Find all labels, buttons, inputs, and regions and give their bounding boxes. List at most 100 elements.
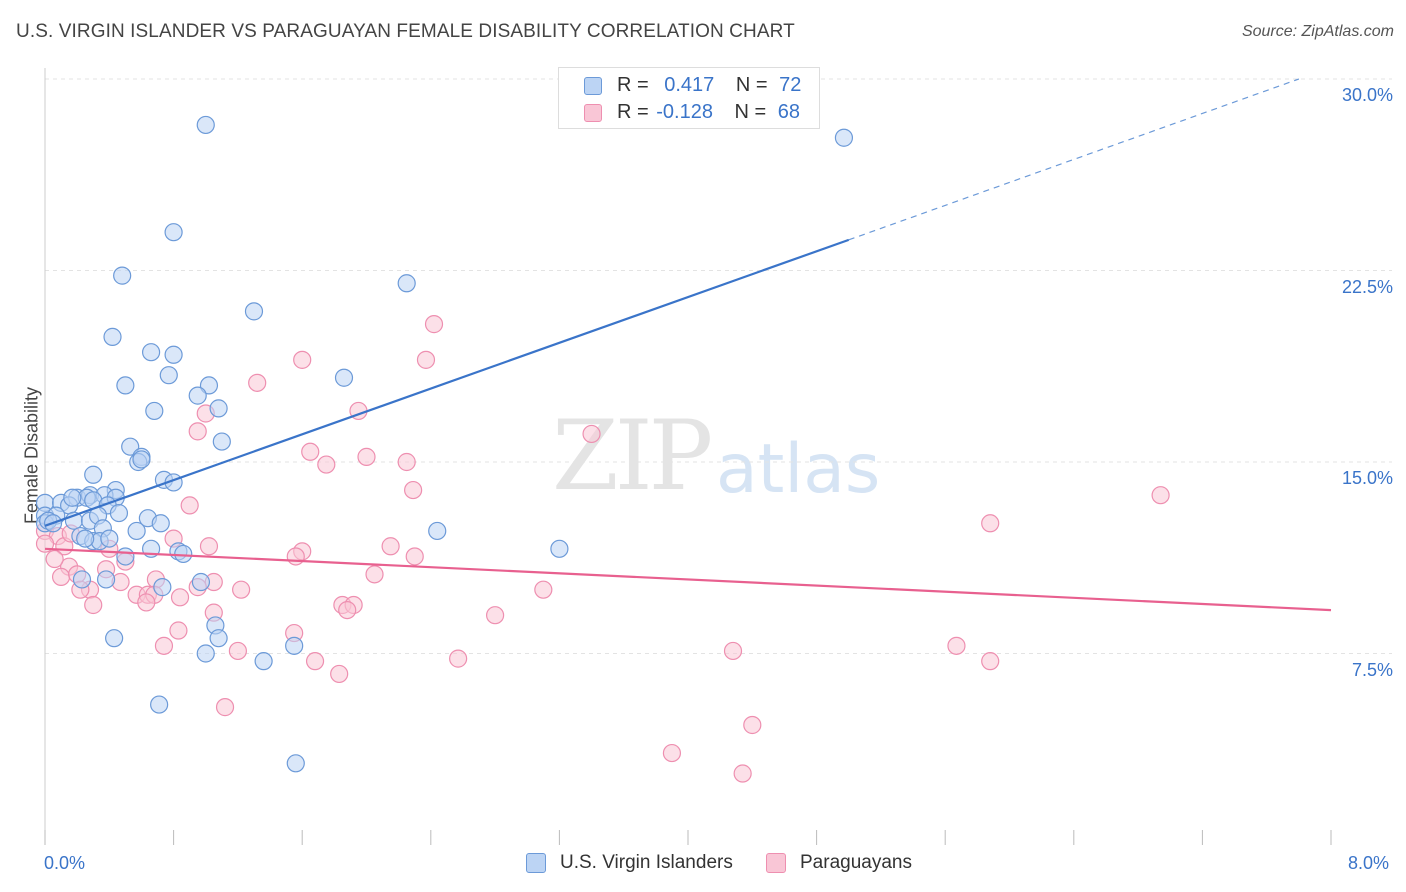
virgin-islander-point (397, 274, 416, 293)
paraguayan-point (405, 547, 424, 566)
paraguayan-point (743, 715, 762, 735)
legend-r-label: R = (617, 74, 649, 96)
legend-r-label: R = (617, 101, 649, 123)
x-tick-min: 0.0% (44, 853, 86, 873)
axes (44, 68, 1332, 845)
virgin-islander-point (196, 115, 215, 135)
paraguayan-point (1151, 486, 1170, 505)
virgin-islander-point (285, 636, 304, 655)
legend-series-name: Paraguayans (800, 852, 912, 873)
paraguayan-point (169, 621, 188, 640)
watermark-atlas: atlas (716, 430, 881, 509)
virgin-islander-point (196, 644, 215, 663)
legend-n-value: 68 (777, 101, 801, 123)
virgin-islander-point (76, 529, 95, 548)
virgin-islander-point (199, 376, 219, 395)
virgin-islander-point (132, 450, 151, 469)
virgin-islander-point (244, 302, 264, 321)
paraguayan-point (424, 315, 444, 334)
virgin-islander-point (153, 578, 172, 597)
virgin-islander-point (63, 488, 82, 507)
y-tick-label: 30.0% (1341, 85, 1393, 105)
paraguayan-point (293, 350, 312, 369)
paraguayan-point (416, 350, 436, 369)
paraguayan-point (534, 580, 553, 599)
paraguayan-point (286, 547, 305, 566)
virgin-islander-point (100, 529, 119, 548)
correlation-legend: R = 0.417 N = 72 R = -0.128 N = 68 (558, 67, 820, 129)
legend-swatch-blue (584, 77, 602, 95)
paraguayan-point (154, 636, 174, 655)
virgin-islander-point (127, 521, 146, 541)
legend-n-label: N = (734, 101, 767, 123)
virgin-islander-point (116, 547, 135, 566)
virgin-islander-point (159, 366, 178, 385)
paraguayan-point (84, 595, 103, 615)
virgin-islander-point (96, 570, 116, 589)
y-tick-label: 15.0% (1341, 468, 1393, 488)
paraguayan-point (582, 424, 601, 444)
trend-lines (44, 78, 1332, 612)
paraguayan-point (397, 452, 416, 472)
paraguayan-point (317, 455, 336, 474)
virgin-islander-point (145, 401, 164, 421)
source-credit: Source: ZipAtlas.com (1241, 23, 1394, 40)
paraguayan-point (188, 422, 207, 441)
virgin-islander-point (209, 399, 228, 418)
virgin-islander-point (212, 432, 231, 451)
virgin-islanders-trend-extension (848, 78, 1300, 241)
paraguayan-point (365, 565, 384, 584)
virgin-islander-point (164, 345, 183, 364)
virgin-islander-point (121, 437, 140, 456)
paraguayan-point (305, 652, 325, 671)
virgin-islander-point (151, 514, 170, 533)
virgin-islander-point (188, 386, 207, 405)
paraguayan-point (981, 652, 1000, 671)
paraguayan-point (180, 496, 199, 515)
virgin-islander-point (116, 376, 135, 395)
virgin-islander-point (254, 652, 273, 671)
y-tick-label: 22.5% (1341, 276, 1393, 297)
x-tick-max: 8.0% (1348, 853, 1390, 873)
virgin-islander-point (84, 465, 103, 484)
paraguayan-point (486, 606, 505, 625)
paraguayan-point (301, 442, 320, 461)
virgin-islander-point (334, 368, 354, 387)
paraguayan-point (404, 480, 423, 500)
chart-title: U.S. VIRGIN ISLANDER VS PARAGUAYAN FEMAL… (16, 21, 795, 42)
paraguayan-point (45, 549, 64, 569)
virgin-islander-point (105, 629, 124, 648)
virgin-islander-point (209, 629, 228, 648)
watermark-zip: ZIP (552, 400, 713, 512)
legend-n-value: 72 (779, 74, 802, 96)
legend-swatch-pink (766, 853, 786, 873)
paraguayan-point (248, 373, 267, 392)
paraguayan-point (947, 636, 966, 655)
virgin-islander-point (109, 503, 129, 523)
legend-r-value: -0.128 (656, 101, 713, 123)
paraguayan-point (662, 743, 682, 763)
virgin-islander-point (141, 343, 161, 362)
legend-r-value: 0.417 (664, 74, 715, 96)
paraguayan-point (449, 649, 468, 668)
paraguayan-point (232, 580, 251, 599)
virgin-islander-point (834, 128, 854, 147)
y-tick-label: 7.5% (1351, 659, 1393, 680)
virgin-islander-point (72, 570, 92, 589)
gridlines (45, 78, 1392, 654)
virgin-islander-point (174, 544, 193, 564)
paraguayan-point (170, 588, 190, 607)
paraguayan-point (51, 567, 71, 587)
paraguayan-point (723, 641, 743, 661)
paraguayan-point (199, 537, 219, 556)
paraguayan-point (137, 593, 156, 612)
paraguayans-trend-line (44, 547, 1332, 612)
paraguayan-point (228, 641, 247, 661)
virgin-islander-point (191, 572, 211, 592)
paraguayan-point (381, 537, 400, 556)
paraguayan-point (981, 514, 1000, 533)
paraguayan-point (733, 764, 752, 783)
legend-n-label: N = (735, 74, 768, 96)
virgin-islander-point (103, 327, 122, 346)
